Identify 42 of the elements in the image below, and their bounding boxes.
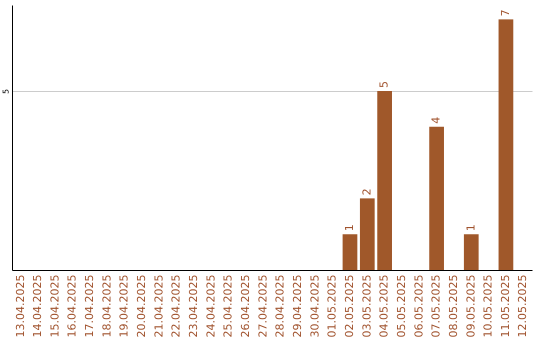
data-label: 5 xyxy=(378,80,391,88)
x-tick-label: 24.04.2025 xyxy=(204,274,218,338)
x-tick-label: 19.04.2025 xyxy=(118,274,131,338)
bar xyxy=(464,234,479,270)
x-tick-label: 16.04.2025 xyxy=(66,274,79,338)
data-label: 4 xyxy=(430,116,443,124)
x-tick-label: 11.05.2025 xyxy=(498,274,512,338)
data-label: 7 xyxy=(498,9,512,16)
x-tick-label: 21.04.2025 xyxy=(152,274,166,338)
x-tick-label: 25.04.2025 xyxy=(222,274,235,338)
bar xyxy=(360,198,375,270)
data-label: 1 xyxy=(342,224,356,232)
bar xyxy=(342,234,358,270)
x-tick-label: 28.04.2025 xyxy=(274,274,287,338)
x-tick-label: 08.05.2025 xyxy=(446,274,460,338)
x-tick-label: 30.04.2025 xyxy=(308,274,322,338)
x-tick-label: 09.05.2025 xyxy=(464,274,478,338)
x-tick-label: 07.05.2025 xyxy=(430,274,443,338)
bar xyxy=(377,90,392,270)
x-tick-label: 02.05.2025 xyxy=(342,274,356,338)
x-tick-label: 14.04.2025 xyxy=(31,274,44,338)
x-tick-label: 18.04.2025 xyxy=(100,274,114,338)
data-label: 2 xyxy=(360,188,374,196)
data-label: 1 xyxy=(464,224,478,232)
x-tick-label: 03.05.2025 xyxy=(360,274,374,338)
x-tick-label: 12.05.2025 xyxy=(516,274,530,338)
x-tick-label: 26.04.2025 xyxy=(239,274,252,338)
x-tick-label: 17.04.2025 xyxy=(83,274,96,338)
x-tick-label: 20.04.2025 xyxy=(135,274,148,338)
x-tick-label: 06.05.2025 xyxy=(412,274,426,338)
bar xyxy=(429,126,444,270)
x-tick-label: 15.04.2025 xyxy=(48,274,62,338)
x-tick-label: 05.05.2025 xyxy=(394,274,408,338)
x-tick-label: 10.05.2025 xyxy=(482,274,495,338)
bar xyxy=(498,19,514,270)
x-tick-label: 13.04.2025 xyxy=(14,274,27,338)
x-tick-label: 23.04.2025 xyxy=(187,274,200,338)
x-tick-label: 29.04.2025 xyxy=(290,274,304,338)
x-tick-label: 27.04.2025 xyxy=(256,274,270,338)
x-tick-label: 04.05.2025 xyxy=(378,274,391,338)
x-tick-label: 22.04.2025 xyxy=(170,274,183,338)
x-tick-label: 01.05.2025 xyxy=(326,274,339,338)
